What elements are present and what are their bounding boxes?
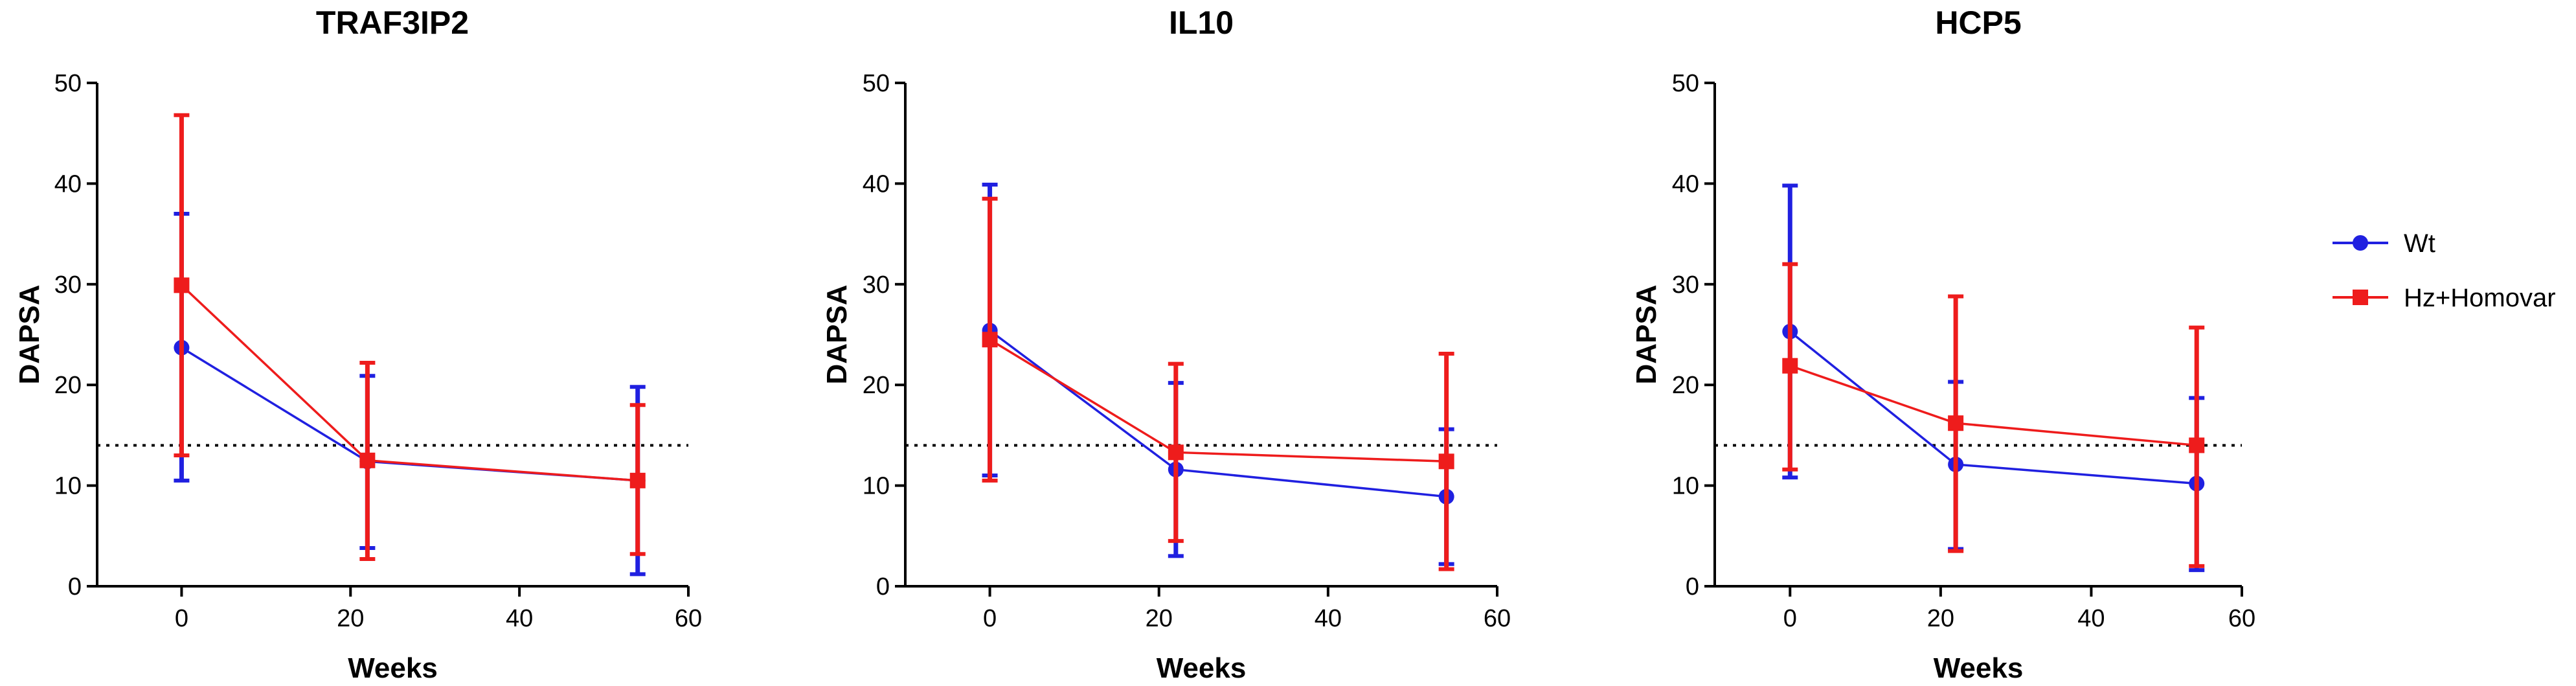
legend-entry-wt: Wt xyxy=(2333,229,2435,258)
legend-marker xyxy=(2353,290,2368,305)
x-tick-label: 0 xyxy=(983,605,997,632)
x-tick-label: 60 xyxy=(1484,605,1511,632)
y-tick-label: 40 xyxy=(863,170,890,198)
x-tick-label: 60 xyxy=(2228,605,2255,632)
data-point xyxy=(1438,453,1454,470)
series-line xyxy=(181,284,638,482)
legend: Wt Hz+Homovar xyxy=(2333,229,2556,312)
series-hz-homovar xyxy=(1782,262,2205,568)
chart-title: TRAF3IP2 xyxy=(316,5,469,41)
y-tick-label: 30 xyxy=(863,271,890,299)
y-tick-label: 20 xyxy=(863,372,890,399)
y-tick-label: 50 xyxy=(863,70,890,97)
x-tick-label: 20 xyxy=(337,605,364,632)
chart-title: IL10 xyxy=(1169,5,1234,41)
chart-panel-3: HCP5 0 10 20 30 40 50 0 20 40 60 Weeks DAPSA xyxy=(1631,5,2255,684)
series-line xyxy=(1789,365,2197,447)
legend-entry-hz-homovar: Hz+Homovar xyxy=(2333,284,2556,312)
series-wt xyxy=(982,182,1454,566)
series-wt xyxy=(1782,183,2205,573)
series-hz-homovar xyxy=(982,196,1454,571)
chart-title: HCP5 xyxy=(1935,5,2021,41)
y-tick-label: 40 xyxy=(1672,170,1699,198)
chart-panel-1: TRAF3IP2 0 10 20 30 40 50 0 20 40 60 Weeks DAPSA xyxy=(14,5,702,684)
y-tick-label: 10 xyxy=(54,473,82,500)
legend-label: Hz+Homovar xyxy=(2404,284,2556,312)
y-axis-label: DAPSA xyxy=(1631,284,1662,384)
data-point xyxy=(982,332,998,348)
series-hz-homovar xyxy=(174,113,646,562)
y-tick-label: 50 xyxy=(1672,70,1699,97)
x-axis-label: Weeks xyxy=(348,652,438,684)
y-tick-label: 30 xyxy=(1672,271,1699,299)
x-tick-label: 0 xyxy=(1783,605,1797,632)
data-point xyxy=(2189,437,2205,453)
y-axis-label: DAPSA xyxy=(14,284,45,384)
y-tick-label: 10 xyxy=(863,473,890,500)
y-tick-label: 20 xyxy=(1672,372,1699,399)
series-line xyxy=(989,329,1447,498)
x-tick-label: 40 xyxy=(2077,605,2105,632)
y-axis-label: DAPSA xyxy=(821,284,853,384)
legend-label: Wt xyxy=(2404,229,2435,258)
data-point xyxy=(359,452,376,468)
y-tick-label: 10 xyxy=(1672,473,1699,500)
x-tick-label: 60 xyxy=(675,605,702,632)
data-point xyxy=(1168,444,1184,461)
chart-panel-2: IL10 0 10 20 30 40 50 0 20 40 60 Weeks DAPSA xyxy=(821,5,1511,684)
data-point xyxy=(174,277,190,293)
data-point xyxy=(1782,358,1798,374)
x-axis-label: Weeks xyxy=(1934,652,2024,684)
x-axis-label: Weeks xyxy=(1157,652,1247,684)
x-tick-label: 20 xyxy=(1146,605,1173,632)
y-tick-label: 20 xyxy=(54,372,82,399)
series-line xyxy=(1789,330,2197,485)
y-tick-label: 30 xyxy=(54,271,82,299)
x-tick-label: 40 xyxy=(506,605,533,632)
data-point xyxy=(1948,415,1964,431)
x-tick-label: 20 xyxy=(1927,605,1954,632)
series-wt xyxy=(174,212,646,577)
y-tick-label: 0 xyxy=(1686,573,1699,600)
series-line xyxy=(989,338,1447,463)
y-tick-label: 0 xyxy=(68,573,82,600)
legend-marker xyxy=(2353,235,2368,251)
y-tick-label: 0 xyxy=(876,573,890,600)
y-tick-label: 50 xyxy=(54,70,82,97)
data-point xyxy=(629,472,646,488)
x-tick-label: 0 xyxy=(175,605,188,632)
series-line xyxy=(181,347,638,482)
y-tick-label: 40 xyxy=(54,170,82,198)
x-tick-label: 40 xyxy=(1315,605,1342,632)
